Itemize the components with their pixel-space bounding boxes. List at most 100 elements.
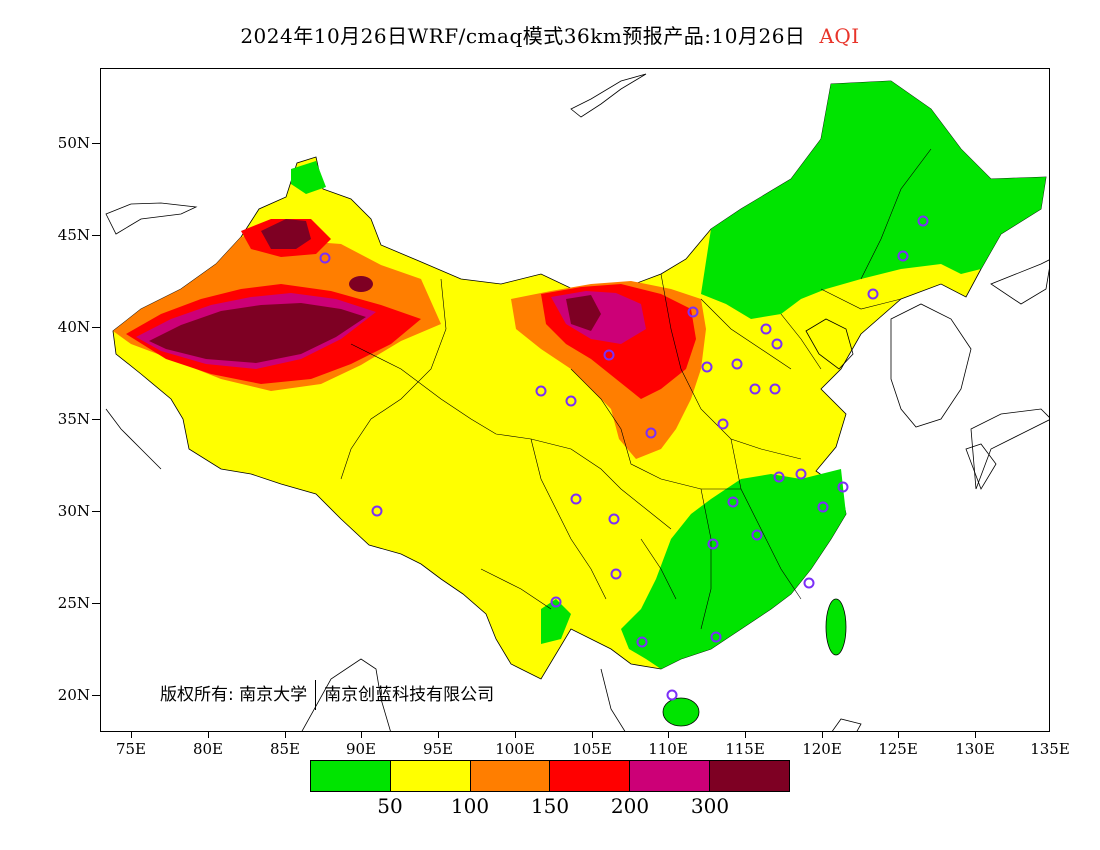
station-urumqi — [319, 252, 331, 264]
legend-label-100: 100 — [450, 794, 490, 818]
lat-label-30n: 30N — [57, 502, 90, 520]
legend-swatch-unhealthy — [550, 761, 631, 791]
station-xining — [535, 385, 547, 397]
lat-label-35n: 35N — [57, 410, 90, 428]
station-hangzhou — [817, 501, 829, 513]
copyright-divider — [315, 680, 317, 710]
lon-tick — [361, 732, 362, 738]
region-good-south — [621, 469, 846, 669]
title-variable: AQI — [819, 24, 860, 48]
lon-label-95e: 95E — [422, 740, 454, 758]
station-harbin — [917, 215, 929, 227]
station-beijing — [760, 323, 772, 335]
legend-label-50: 50 — [377, 794, 403, 818]
coastlines — [105, 73, 1049, 731]
legend-label-300: 300 — [690, 794, 730, 818]
copyright-org-nju: 南京大学 — [239, 685, 308, 705]
station-wuhan — [727, 496, 739, 508]
station-markers — [319, 215, 929, 701]
lon-label-130e: 130E — [955, 740, 995, 758]
lon-label-110e: 110E — [648, 740, 688, 758]
lon-label-135e: 135E — [1030, 740, 1070, 758]
lat-label-45n: 45N — [57, 226, 90, 244]
region-good-southwest — [541, 599, 571, 644]
station-shanghai — [837, 481, 849, 493]
lat-tick — [92, 419, 100, 420]
province-boundaries — [340, 148, 932, 630]
station-changchun — [897, 250, 909, 262]
station-hohhot — [687, 306, 699, 318]
lon-label-115e: 115E — [725, 740, 765, 758]
lon-tick — [592, 732, 593, 738]
lon-tick — [208, 732, 209, 738]
region-good-altai — [291, 161, 326, 194]
copyright-prefix: 版权所有: — [160, 685, 234, 705]
region-good-northeast — [701, 81, 1046, 319]
region-hainan — [662, 697, 700, 727]
region-taiwan — [825, 598, 847, 656]
lat-label-50n: 50N — [57, 134, 90, 152]
station-hefei — [773, 471, 785, 483]
lat-tick — [92, 143, 100, 144]
lon-tick — [822, 732, 823, 738]
legend-swatch-good — [311, 761, 391, 791]
station-changsha — [707, 538, 719, 550]
lon-tick — [285, 732, 286, 738]
lat-label-20n: 20N — [57, 686, 90, 704]
lat-tick — [92, 327, 100, 328]
station-qingdao — [749, 383, 761, 395]
legend-swatch-very-unhealthy — [630, 761, 711, 791]
map-title: 2024年10月26日WRF/cmaq模式36km预报产品:10月26日 AQI — [0, 20, 1100, 49]
station-lanzhou — [565, 395, 577, 407]
lat-tick — [92, 695, 100, 696]
copyright-org-chuanglan: 南京创蓝科技有限公司 — [324, 685, 495, 705]
station-nanning — [636, 636, 648, 648]
station-nanjing — [795, 468, 807, 480]
map-frame — [100, 68, 1050, 732]
lon-tick — [898, 732, 899, 738]
station-guiyang — [610, 568, 622, 580]
legend-swatch-hazardous — [710, 761, 789, 791]
region-hazardous-junggar — [261, 219, 311, 249]
station-lhasa — [371, 505, 383, 517]
lon-label-125e: 125E — [878, 740, 918, 758]
station-zhengzhou — [717, 418, 729, 430]
lat-tick — [92, 511, 100, 512]
lon-label-75e: 75E — [115, 740, 147, 758]
station-xian — [645, 427, 657, 439]
region-hazardous-spot — [349, 276, 373, 292]
station-tianjin — [771, 338, 783, 350]
legend-label-200: 200 — [610, 794, 650, 818]
legend-swatch-sensitive — [470, 761, 551, 791]
lon-label-120e: 120E — [802, 740, 842, 758]
region-hazardous-inner-mongolia — [566, 295, 601, 331]
legend-label-150: 150 — [530, 794, 570, 818]
station-jinan — [769, 383, 781, 395]
lon-tick — [668, 732, 669, 738]
lon-label-105e: 105E — [572, 740, 612, 758]
station-fuzhou — [803, 577, 815, 589]
lon-label-80e: 80E — [192, 740, 224, 758]
station-shijiazhuang — [731, 358, 743, 370]
map-canvas — [105, 73, 1049, 731]
lon-tick — [975, 732, 976, 738]
station-shenyang — [867, 288, 879, 300]
lon-tick — [515, 732, 516, 738]
lon-label-85e: 85E — [269, 740, 301, 758]
station-chongqing — [608, 513, 620, 525]
station-taiyuan — [701, 361, 713, 373]
lat-label-25n: 25N — [57, 594, 90, 612]
lon-label-90e: 90E — [345, 740, 377, 758]
station-haikou — [666, 689, 678, 701]
title-text: 2024年10月26日WRF/cmaq模式36km预报产品:10月26日 — [240, 24, 806, 48]
lon-tick — [131, 732, 132, 738]
legend-swatch-moderate — [390, 761, 471, 791]
copyright-notice: 版权所有: 南京大学 南京创蓝科技有限公司 — [160, 680, 494, 710]
lat-label-40n: 40N — [57, 318, 90, 336]
lon-label-100e: 100E — [495, 740, 535, 758]
station-kunming — [550, 596, 562, 608]
lat-tick — [92, 235, 100, 236]
aqi-legend — [310, 760, 790, 792]
lon-tick — [438, 732, 439, 738]
station-yinchuan — [603, 349, 615, 361]
